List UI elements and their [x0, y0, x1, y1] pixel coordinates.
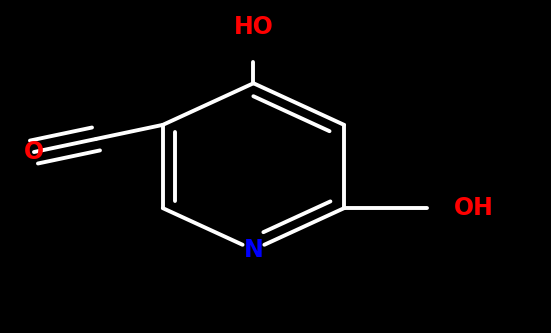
Text: N: N	[244, 238, 263, 262]
Text: HO: HO	[234, 15, 273, 39]
Text: OH: OH	[455, 196, 494, 220]
Text: O: O	[24, 140, 44, 164]
